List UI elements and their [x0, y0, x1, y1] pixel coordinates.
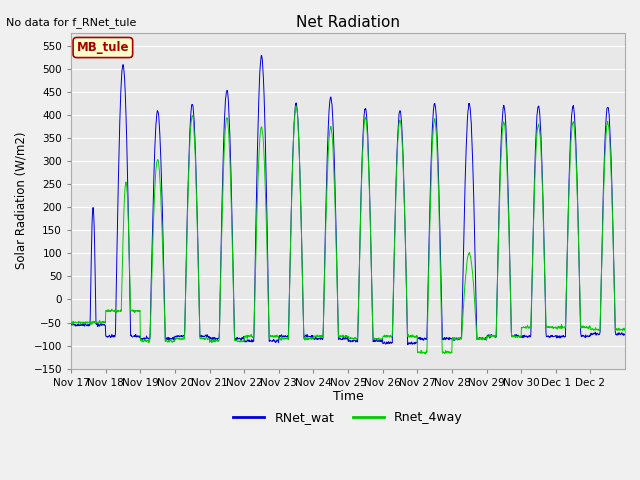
Legend: RNet_wat, Rnet_4way: RNet_wat, Rnet_4way: [228, 407, 468, 430]
Title: Net Radiation: Net Radiation: [296, 15, 400, 30]
X-axis label: Time: Time: [333, 390, 364, 403]
Text: MB_tule: MB_tule: [77, 41, 129, 54]
Text: No data for f_RNet_tule: No data for f_RNet_tule: [6, 17, 137, 28]
Y-axis label: Solar Radiation (W/m2): Solar Radiation (W/m2): [15, 132, 28, 269]
